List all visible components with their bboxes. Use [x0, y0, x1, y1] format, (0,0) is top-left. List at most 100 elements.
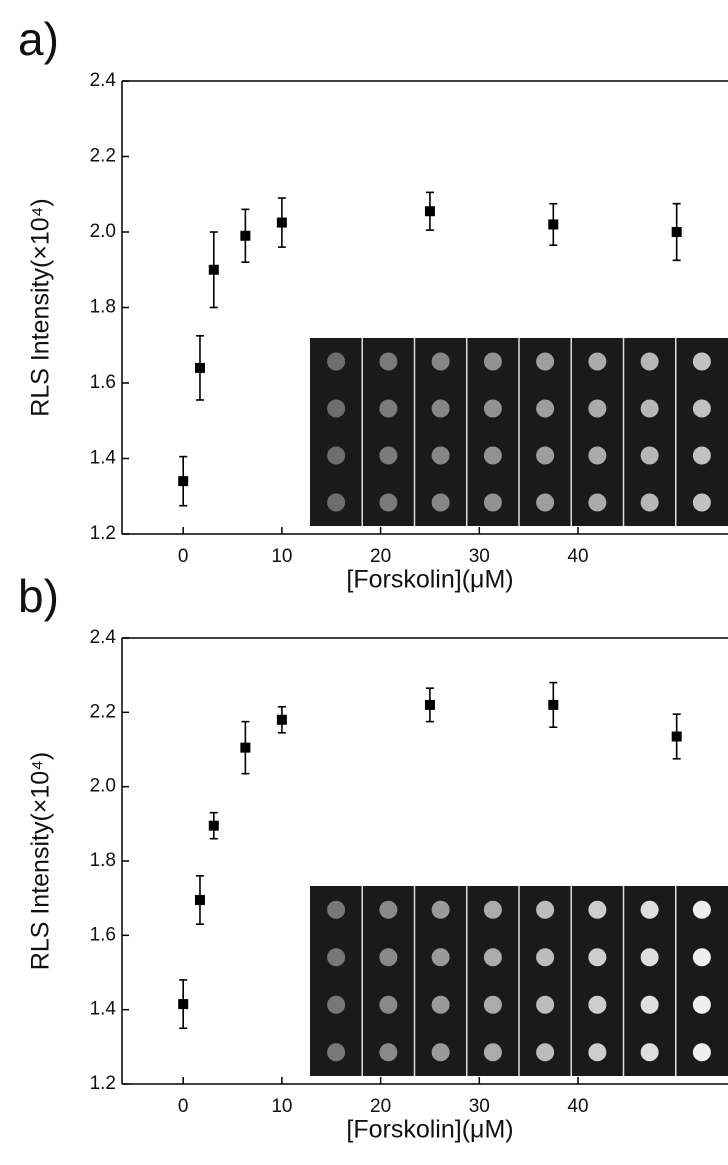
inset-spot	[640, 446, 659, 465]
x-tick-label: 10	[271, 546, 292, 567]
inset-spot	[483, 493, 502, 512]
inset-spot	[327, 446, 346, 465]
inset-spot	[327, 900, 346, 919]
y-tick-label: 1.8	[90, 850, 116, 871]
inset-spot	[692, 995, 711, 1014]
inset-spot	[588, 446, 607, 465]
x-tick-label: 20	[370, 546, 391, 567]
y-tick-label: 1.6	[90, 924, 116, 945]
point	[276, 714, 287, 725]
inset-spot	[379, 493, 398, 512]
inset-spot	[536, 995, 555, 1014]
inset-spot	[640, 352, 659, 371]
y-tick-label: 2.2	[90, 146, 116, 167]
inset-spot	[640, 900, 659, 919]
point	[208, 820, 219, 831]
point	[208, 264, 219, 275]
inset-spot	[483, 352, 502, 371]
y-tick-label: 2.4	[90, 627, 117, 648]
point	[424, 206, 435, 217]
inset-spot	[588, 352, 607, 371]
inset-spot	[483, 900, 502, 919]
point	[240, 742, 251, 753]
inset-spot	[692, 493, 711, 512]
inset-spot	[536, 352, 555, 371]
inset-spot	[327, 948, 346, 967]
point	[178, 476, 189, 487]
point	[178, 999, 189, 1010]
inset-spot	[379, 948, 398, 967]
inset-spot	[536, 1043, 555, 1062]
y-tick-label: 1.2	[90, 523, 116, 544]
y-axis-label: RLS Intensity(×10⁴)	[27, 198, 55, 416]
inset-spot	[640, 1043, 659, 1062]
inset-spot	[692, 900, 711, 919]
point	[194, 362, 205, 373]
inset-spot	[483, 995, 502, 1014]
x-tick-label: 20	[370, 1096, 391, 1117]
inset-spot	[379, 352, 398, 371]
x-tick-label: 30	[469, 1096, 490, 1117]
inset-spot	[379, 1043, 398, 1062]
x-tick-label: 40	[567, 1096, 588, 1117]
inset-spot	[692, 446, 711, 465]
inset-spot	[431, 399, 450, 418]
inset-spot	[431, 995, 450, 1014]
inset-spot	[640, 948, 659, 967]
inset-spot	[483, 1043, 502, 1062]
inset-spot	[588, 900, 607, 919]
inset-spot	[379, 399, 398, 418]
y-axis-label: RLS Intensity(×10⁴)	[27, 752, 55, 970]
panel-label: b)	[18, 570, 59, 622]
inset-spot	[588, 948, 607, 967]
inset-spot	[431, 493, 450, 512]
inset-spot	[692, 1043, 711, 1062]
inset-spot	[483, 446, 502, 465]
inset-spot	[327, 995, 346, 1014]
inset-spot	[588, 399, 607, 418]
point	[276, 217, 287, 228]
y-tick-label: 1.2	[90, 1073, 116, 1094]
inset-spot	[379, 995, 398, 1014]
inset-spot	[431, 1043, 450, 1062]
y-tick-label: 2.2	[90, 701, 116, 722]
inset-spot	[692, 399, 711, 418]
y-tick-label: 2.0	[90, 221, 116, 242]
y-tick-label: 2.4	[90, 70, 117, 91]
inset-spot	[431, 900, 450, 919]
inset-spot	[431, 352, 450, 371]
inset-spot	[379, 900, 398, 919]
inset-spot	[327, 1043, 346, 1062]
inset-spot	[327, 493, 346, 512]
point	[548, 219, 559, 230]
inset-spot	[536, 900, 555, 919]
point	[240, 230, 251, 241]
y-tick-label: 1.8	[90, 297, 116, 318]
inset-spot	[483, 948, 502, 967]
y-tick-label: 1.4	[90, 448, 117, 469]
x-tick-label: 40	[567, 546, 588, 567]
inset-spot	[692, 948, 711, 967]
y-tick-label: 1.6	[90, 372, 116, 393]
point	[194, 895, 205, 906]
point	[424, 699, 435, 710]
inset-spot	[431, 948, 450, 967]
x-tick-label: 0	[178, 1096, 189, 1117]
point	[671, 731, 682, 742]
inset-spot	[536, 446, 555, 465]
inset-spot	[640, 995, 659, 1014]
inset-spot	[431, 446, 450, 465]
inset-spot	[536, 493, 555, 512]
inset-spot	[588, 493, 607, 512]
point	[671, 227, 682, 237]
inset-spot	[692, 352, 711, 371]
x-tick-label: 30	[469, 546, 490, 567]
inset-spot	[536, 948, 555, 967]
x-tick-label: 10	[271, 1096, 292, 1117]
x-axis-label: [Forskolin](μM)	[346, 566, 513, 594]
y-tick-label: 1.4	[90, 999, 117, 1020]
inset-spot	[588, 1043, 607, 1062]
inset-spot	[588, 995, 607, 1014]
